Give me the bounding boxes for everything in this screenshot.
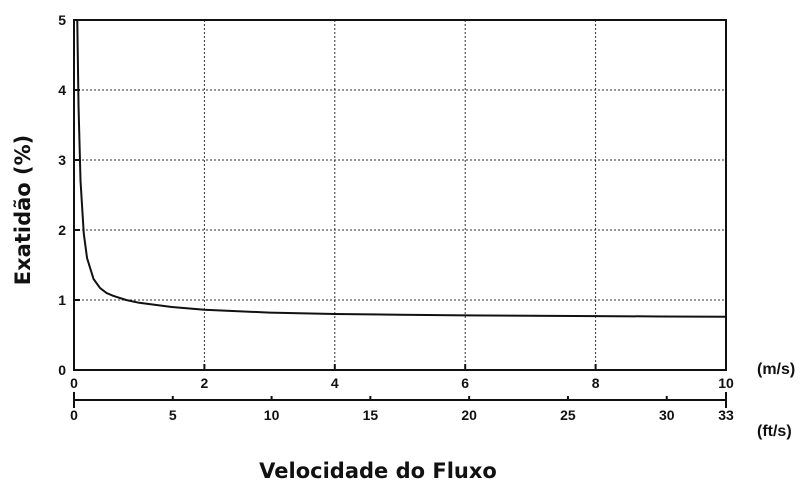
secondary-x-tick-label: 10: [264, 407, 280, 423]
secondary-x-tick-label: 33: [718, 407, 734, 423]
y-axis-title: Exatidão (%): [11, 135, 35, 285]
x-unit-label: (m/s): [757, 361, 795, 378]
x-axis-ticks: 0 2 4 6 8 10: [70, 364, 734, 391]
x-tick-label: 8: [592, 375, 600, 391]
secondary-x-tick-label: 0: [70, 407, 78, 423]
x-axis-title: Velocidade do Fluxo: [259, 459, 497, 483]
y-tick-label: 5: [58, 12, 66, 28]
x-tick-label: 6: [461, 375, 469, 391]
x-tick-label: 2: [201, 375, 209, 391]
plot-frame: [73, 19, 727, 371]
secondary-x-tick-label: 30: [659, 407, 675, 423]
x-tick-label: 0: [70, 375, 78, 391]
x-tick-label: 10: [718, 375, 734, 391]
secondary-x-tick-label: 5: [169, 407, 177, 423]
y-tick-label: 3: [58, 152, 66, 168]
x-tick-label: 4: [331, 375, 339, 391]
secondary-x-tick-label: 25: [560, 407, 576, 423]
y-tick-label: 2: [58, 222, 66, 238]
y-tick-label: 4: [58, 82, 66, 98]
secondary-x-tick-label: 20: [461, 407, 477, 423]
y-tick-label: 0: [58, 362, 66, 378]
secondary-x-axis-ticks: 0 5 10 15 20 25 30 33: [70, 392, 734, 423]
y-tick-label: 1: [58, 292, 66, 308]
series-line: [76, 19, 727, 318]
secondary-x-tick-label: 15: [363, 407, 379, 423]
y-axis-ticks: 0 1 2 3 4 5: [58, 12, 80, 378]
grid-lines: [74, 20, 726, 370]
secondary-x-unit-label: (ft/s): [757, 423, 792, 440]
